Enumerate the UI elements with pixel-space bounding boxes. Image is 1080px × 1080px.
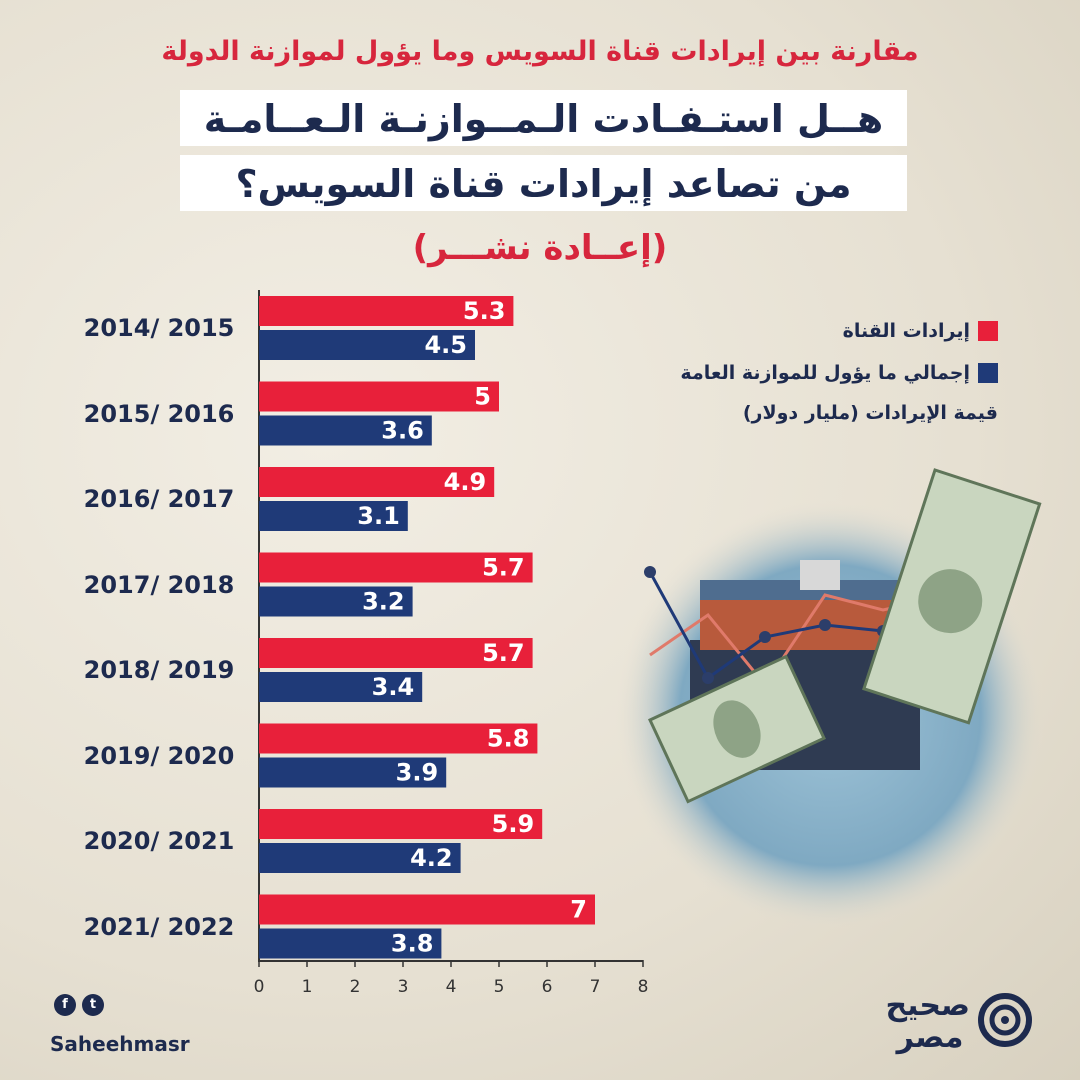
bar-value-label: 3.8: [391, 930, 434, 958]
x-tick-label: 7: [590, 977, 601, 997]
bar-channel: [259, 296, 514, 326]
category-label: 2016 /2015: [83, 399, 235, 428]
bar-value-label: 3.9: [396, 759, 439, 787]
bar-channel: [259, 552, 533, 583]
category-label: 2022 /2021: [83, 912, 235, 941]
page-title-line-1: هــل استـفـادت الـمــوازنـة الـعــامـة: [180, 90, 907, 146]
bar-value-label: 5.7: [482, 554, 525, 582]
category-label: 2020 /2019: [83, 741, 235, 770]
legend-budget-label: إجمالي ما يؤول للموازنة العامة: [680, 362, 970, 384]
y-axis-line: [258, 290, 260, 962]
category-label: 2015 /2014: [83, 314, 235, 342]
facebook-icon[interactable]: f: [54, 994, 76, 1016]
category-label: 2017 /2016: [83, 485, 235, 513]
bar-budget: [259, 843, 461, 873]
bar-value-label: 3.6: [381, 417, 424, 445]
x-tick-label: 6: [542, 977, 553, 997]
bar-value-label: 4.9: [444, 468, 487, 496]
twitter-icon[interactable]: t: [82, 994, 104, 1016]
bar-channel: [259, 381, 499, 412]
legend-swatch-budget: [978, 363, 998, 383]
bar-budget: [259, 757, 447, 788]
page-title-line-2: من تصاعد إيرادات قناة السويس؟: [180, 155, 907, 211]
bar-channel: [259, 467, 495, 497]
legend-channel: إيرادات القناة: [843, 320, 998, 342]
legend-budget: إجمالي ما يؤول للموازنة العامة: [680, 362, 998, 384]
bar-budget: [259, 928, 442, 959]
bar-value-label: 7: [570, 896, 587, 924]
x-tick-label: 5: [494, 977, 505, 997]
bar-budget: [259, 586, 413, 617]
dollar-bill-icon: [862, 468, 1042, 725]
x-tick-label: 8: [638, 977, 649, 997]
category-label: 2019 /2018: [83, 656, 235, 684]
bar-value-label: 5.7: [482, 639, 525, 667]
bar-budget: [259, 501, 408, 531]
bar-channel: [259, 809, 543, 839]
x-tick-label: 1: [302, 977, 313, 997]
bar-value-label: 3.2: [362, 588, 405, 616]
unit-label: قيمة الإيرادات (مليار دولار): [742, 402, 998, 424]
dollar-bill-icon: [648, 654, 826, 804]
category-label: 2021 /2020: [83, 827, 235, 855]
bar-value-label: 4.2: [410, 844, 453, 872]
bar-channel: [259, 638, 533, 668]
bar-value-label: 5.9: [492, 810, 535, 838]
republish-label: (إعــادة نشـــر): [412, 228, 668, 268]
bar-value-label: 4.5: [424, 331, 467, 359]
bar-budget: [259, 330, 475, 360]
brand-logo-icon: [978, 993, 1032, 1047]
x-tick-label: 4: [446, 977, 457, 997]
bar-channel: [259, 723, 538, 754]
category-label: 2018 /2017: [83, 570, 235, 599]
legend-swatch-channel: [978, 321, 998, 341]
legend-channel-label: إيرادات القناة: [842, 320, 970, 342]
bar-channel: [259, 894, 595, 925]
social-icons: f t: [54, 994, 104, 1016]
bar-value-label: 3.1: [357, 502, 400, 530]
bar-value-label: 5.8: [487, 725, 530, 753]
bar-value-label: 5.3: [463, 297, 506, 325]
x-tick-label: 2: [350, 977, 361, 997]
bar-value-label: 3.4: [372, 673, 415, 701]
x-tick-label: 3: [398, 977, 409, 997]
subtitle: مقارنة بين إيرادات قناة السويس وما يؤول …: [161, 36, 919, 67]
brand-logo-text: صحيح مصر: [885, 988, 970, 1055]
bar-value-label: 5: [474, 383, 491, 411]
x-tick-label: 0: [254, 977, 265, 997]
social-handle[interactable]: Saheehmasr: [50, 1032, 190, 1056]
bar-budget: [259, 672, 423, 702]
bar-budget: [259, 415, 432, 446]
